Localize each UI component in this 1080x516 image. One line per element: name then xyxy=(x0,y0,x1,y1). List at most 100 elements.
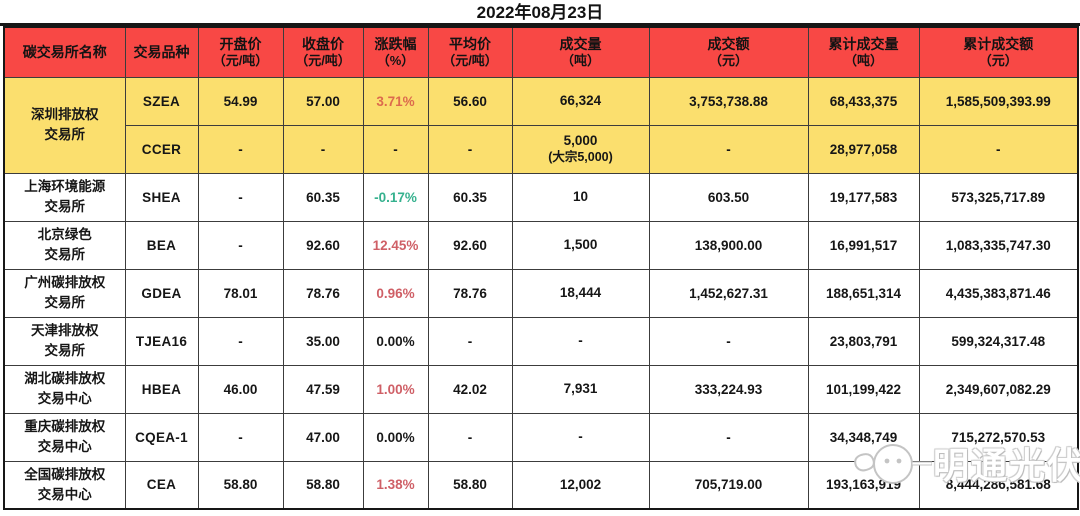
cell-cumulative-turnover: 573,325,717.89 xyxy=(918,172,1079,222)
column-label: 累计成交量 xyxy=(828,36,899,53)
cell-variety: CQEA-1 xyxy=(124,412,199,462)
volume-value: - xyxy=(578,429,583,445)
cell-cumulative-volume: 23,803,791 xyxy=(807,316,920,366)
cell-open-price: 54.99 xyxy=(197,76,284,126)
column-label: 交易品种 xyxy=(133,44,190,61)
volume-value: - xyxy=(578,333,583,349)
column-header-open: 开盘价 （元/吨） xyxy=(197,26,284,78)
cell-cumulative-turnover: 715,272,570.53 xyxy=(918,412,1079,462)
cell-turnover: - xyxy=(648,124,809,174)
cell-close-price: 60.35 xyxy=(282,172,364,222)
cell-volume: - xyxy=(511,316,650,366)
column-unit: （吨） xyxy=(843,53,883,69)
column-label: 累计成交额 xyxy=(963,36,1034,53)
volume-value: 1,500 xyxy=(563,237,598,253)
column-header-close: 收盘价 （元/吨） xyxy=(282,26,364,78)
column-label: 平均价 xyxy=(449,36,491,53)
cell-variety: SZEA xyxy=(124,76,199,126)
cell-open-price: - xyxy=(197,220,284,270)
cell-cumulative-volume: 19,177,583 xyxy=(807,172,920,222)
column-unit: （%） xyxy=(376,53,415,69)
cell-cumulative-volume: 193,163,919 xyxy=(807,460,920,510)
cell-open-price: - xyxy=(197,412,284,462)
cell-volume: 18,444 xyxy=(511,268,650,318)
column-header-volume: 成交量 （吨） xyxy=(511,26,650,78)
cell-volume: 66,324 xyxy=(511,76,650,126)
cell-cumulative-volume: 68,433,375 xyxy=(807,76,920,126)
cell-variety: HBEA xyxy=(124,364,199,414)
cell-open-price: 58.80 xyxy=(197,460,284,510)
volume-value: 18,444 xyxy=(559,285,602,301)
cell-turnover: 1,452,627.31 xyxy=(648,268,809,318)
carbon-market-table: 碳交易所名称 交易品种 开盘价 （元/吨） 收盘价 （元/吨） 涨跌幅 （%） 平均价 （元/吨）… xyxy=(3,26,1079,510)
column-header-cum_turnover: 累计成交额 （元） xyxy=(918,26,1079,78)
cell-change-percent: 1.38% xyxy=(362,460,429,510)
volume-value: 7,931 xyxy=(563,381,598,397)
cell-variety: SHEA xyxy=(124,172,199,222)
cell-cumulative-turnover: - xyxy=(918,124,1079,174)
cell-cumulative-volume: 16,991,517 xyxy=(807,220,920,270)
column-label: 成交额 xyxy=(707,36,750,53)
column-header-avg: 平均价 （元/吨） xyxy=(427,26,513,78)
table-row: 重庆碳排放权 交易中心 CQEA-1-47.00 0.00% - - -34,348,74… xyxy=(3,412,1079,462)
cell-variety: TJEA16 xyxy=(124,316,199,366)
column-unit: （元） xyxy=(708,53,748,69)
cell-open-price: - xyxy=(197,172,284,222)
cell-volume: 12,002 xyxy=(511,460,650,510)
cell-variety: GDEA xyxy=(124,268,199,318)
cell-open-price: 78.01 xyxy=(197,268,284,318)
cell-cumulative-volume: 28,977,058 xyxy=(807,124,920,174)
volume-note: (大宗5,000) xyxy=(548,149,613,164)
table-body: 深圳排放权 交易所 SZEA 54.99 57.00 3.71% 56.60 66,324 3… xyxy=(3,76,1079,510)
column-unit: （元/吨） xyxy=(442,53,498,69)
cell-close-price: 78.76 xyxy=(282,268,364,318)
table-row: 天津排放权 交易所 TJEA16-35.00 0.00% - - -23,803,791 5… xyxy=(3,316,1079,366)
cell-change-percent: 3.71% xyxy=(362,76,429,126)
volume-value: 10 xyxy=(572,189,589,205)
cell-average-price: 92.60 xyxy=(427,220,513,270)
cell-close-price: - xyxy=(282,124,364,174)
cell-exchange-name: 广州碳排放权 交易所 xyxy=(3,268,126,318)
report-date-title: 2022年08月23日 xyxy=(0,0,1080,26)
cell-cumulative-turnover: 2,349,607,082.29 xyxy=(918,364,1079,414)
column-header-turnover: 成交额 （元） xyxy=(648,26,809,78)
cell-open-price: 46.00 xyxy=(197,364,284,414)
cell-average-price: 42.02 xyxy=(427,364,513,414)
cell-turnover: 3,753,738.88 xyxy=(648,76,809,126)
cell-change-percent: -0.17% xyxy=(362,172,429,222)
cell-cumulative-turnover: 599,324,317.48 xyxy=(918,316,1079,366)
cell-average-price: - xyxy=(427,124,513,174)
cell-exchange-name: 北京绿色 交易所 xyxy=(3,220,126,270)
cell-cumulative-turnover: 1,585,509,393.99 xyxy=(918,76,1079,126)
column-label: 碳交易所名称 xyxy=(22,44,107,61)
cell-close-price: 92.60 xyxy=(282,220,364,270)
cell-average-price: 60.35 xyxy=(427,172,513,222)
cell-change-percent: 1.00% xyxy=(362,364,429,414)
cell-exchange-name: 天津排放权 交易所 xyxy=(3,316,126,366)
cell-turnover: - xyxy=(648,412,809,462)
header-row: 碳交易所名称 交易品种 开盘价 （元/吨） 收盘价 （元/吨） 涨跌幅 （%） 平均价 （元/吨）… xyxy=(3,26,1079,78)
cell-variety: BEA xyxy=(124,220,199,270)
cell-change-percent: 0.00% xyxy=(362,316,429,366)
cell-average-price: 56.60 xyxy=(427,76,513,126)
cell-average-price: - xyxy=(427,316,513,366)
cell-change-percent: - xyxy=(362,124,429,174)
cell-change-percent: 0.00% xyxy=(362,412,429,462)
cell-volume: 7,931 xyxy=(511,364,650,414)
table-row: 广州碳排放权 交易所 GDEA 78.01 78.76 0.96% 78.76 18,444… xyxy=(3,268,1079,318)
volume-value: 66,324 xyxy=(559,93,602,109)
table-row: 北京绿色 交易所 BEA -92.60 12.45% 92.60 1,500 138,900… xyxy=(3,220,1079,270)
cell-average-price: 78.76 xyxy=(427,268,513,318)
cell-close-price: 35.00 xyxy=(282,316,364,366)
cell-volume: 1,500 xyxy=(511,220,650,270)
column-header-variety: 交易品种 xyxy=(124,26,199,78)
cell-variety: CCER xyxy=(124,124,199,174)
cell-change-percent: 12.45% xyxy=(362,220,429,270)
column-unit: （元/吨） xyxy=(295,53,351,69)
column-unit: （元） xyxy=(978,53,1018,69)
cell-turnover: - xyxy=(648,316,809,366)
cell-turnover: 333,224.93 xyxy=(648,364,809,414)
column-label: 成交量 xyxy=(559,36,602,53)
table-header: 碳交易所名称 交易品种 开盘价 （元/吨） 收盘价 （元/吨） 涨跌幅 （%） 平均价 （元/吨）… xyxy=(3,26,1079,78)
volume-value: 5,000 xyxy=(563,133,598,149)
